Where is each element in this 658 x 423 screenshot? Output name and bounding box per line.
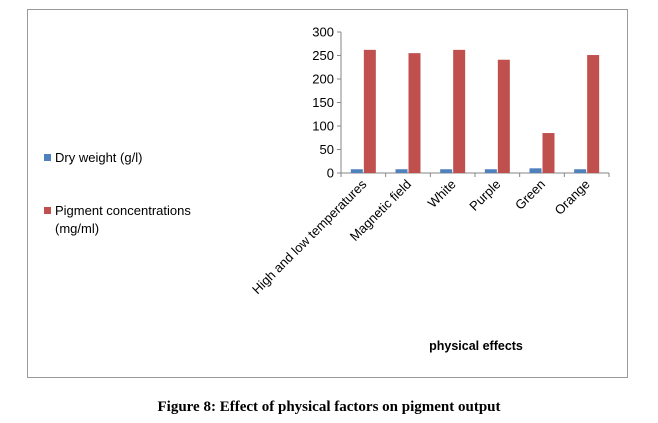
legend-swatch-pigment bbox=[44, 207, 51, 214]
y-tick-label: 150 bbox=[312, 95, 334, 110]
legend: Dry weight (g/l) Pigment concentrations … bbox=[44, 150, 191, 236]
bar-pigment bbox=[542, 133, 555, 173]
chart-frame bbox=[27, 9, 628, 378]
legend-label-pigment-line2: (mg/ml) bbox=[55, 221, 99, 236]
bar-pigment bbox=[587, 55, 600, 173]
legend-label-dry-weight: Dry weight (g/l) bbox=[55, 150, 142, 165]
y-tick-label: 250 bbox=[312, 48, 334, 63]
x-category-label: Orange bbox=[552, 177, 593, 218]
y-tick-label: 100 bbox=[312, 119, 334, 134]
bar-pigment bbox=[453, 49, 466, 173]
bar-dry-weight bbox=[574, 169, 587, 173]
bar-dry-weight bbox=[440, 169, 453, 173]
x-category-label: Green bbox=[512, 177, 548, 213]
figure-caption: Figure 8: Effect of physical factors on … bbox=[157, 399, 501, 415]
x-axis-title: physical effects bbox=[429, 339, 523, 353]
bar-pigment bbox=[363, 49, 376, 173]
y-tick-label: 200 bbox=[312, 72, 334, 87]
bar-pigment bbox=[408, 53, 421, 173]
y-tick-label: 50 bbox=[320, 142, 334, 157]
bar-pigment bbox=[497, 59, 510, 174]
y-tick-label: 0 bbox=[327, 166, 334, 181]
x-category-label: Purple bbox=[466, 177, 503, 214]
legend-swatch-dry-weight bbox=[44, 154, 51, 161]
x-category-label: White bbox=[425, 177, 459, 211]
bar-dry-weight bbox=[484, 169, 497, 173]
legend-label-pigment-line1: Pigment concentrations bbox=[55, 203, 191, 218]
y-tick-label: 300 bbox=[312, 25, 334, 40]
bar-dry-weight bbox=[529, 168, 542, 173]
bar-dry-weight bbox=[350, 169, 363, 173]
bar-dry-weight bbox=[395, 169, 408, 173]
